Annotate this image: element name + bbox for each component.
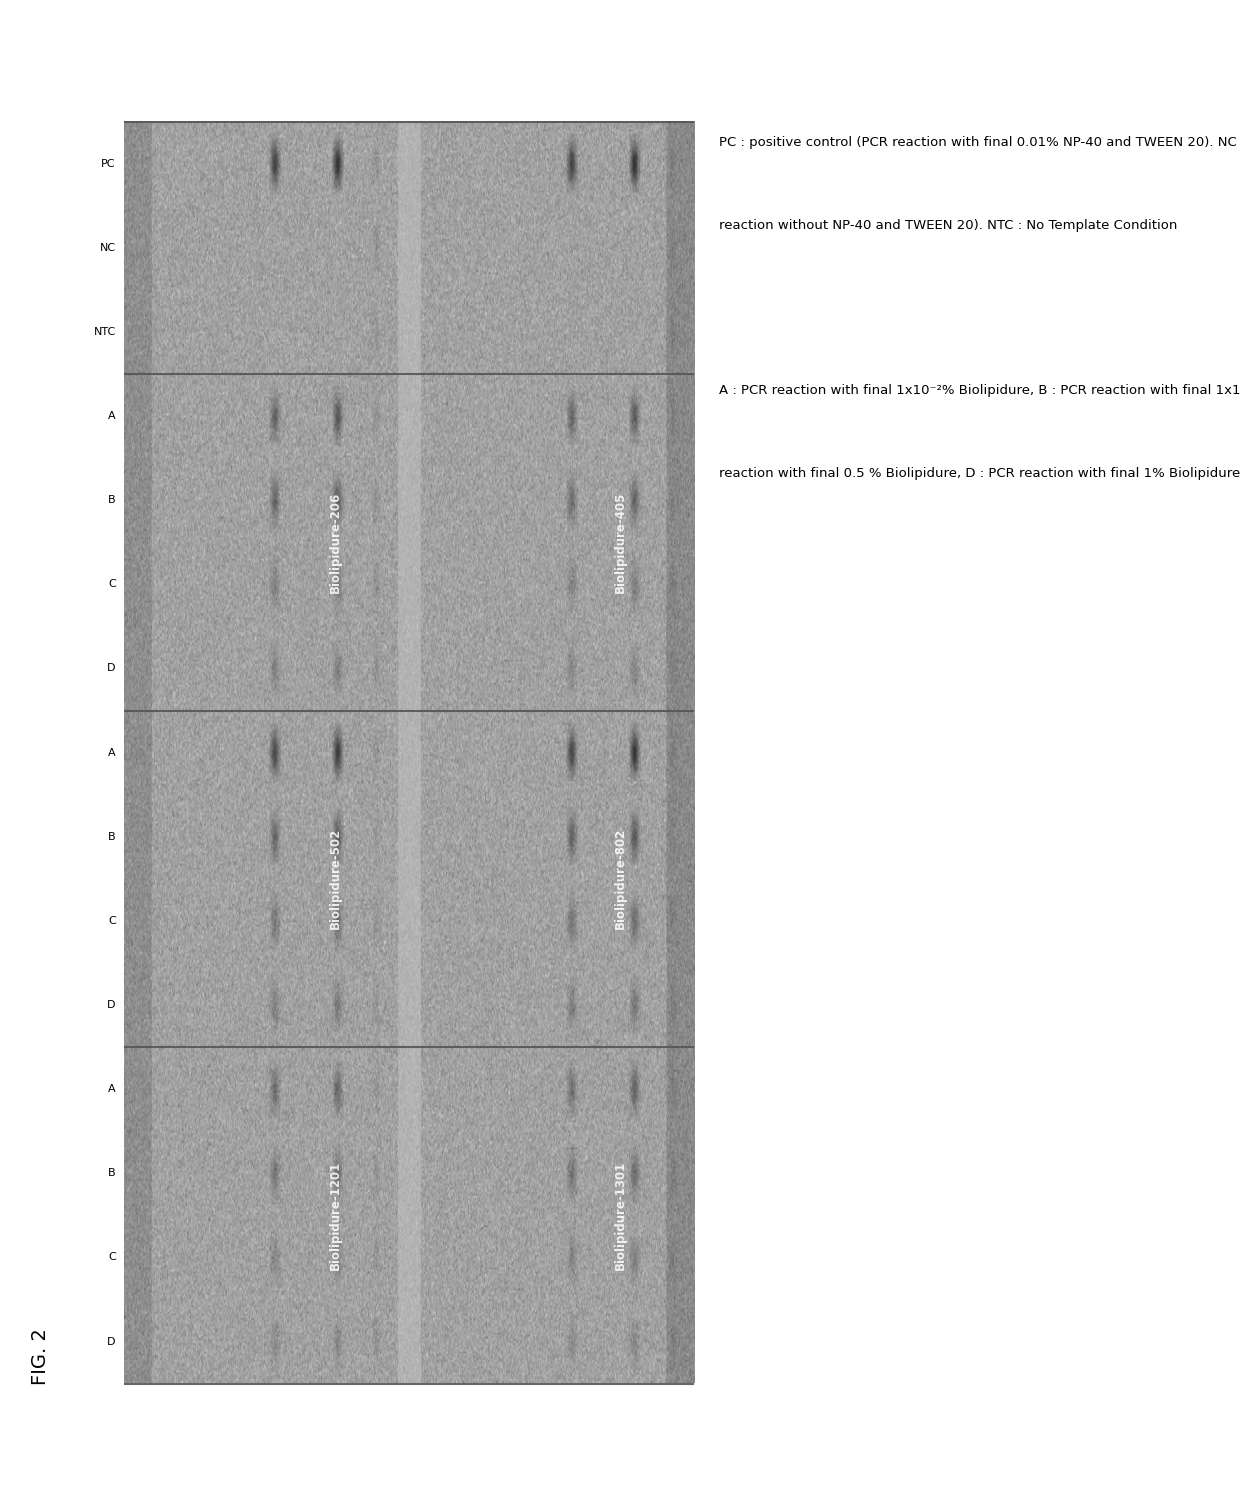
Text: A: A [108, 411, 115, 420]
Text: B: B [108, 1168, 115, 1178]
Text: FIG. 2: FIG. 2 [31, 1328, 50, 1385]
Text: D: D [108, 663, 115, 674]
Text: C: C [108, 579, 115, 589]
Text: A: A [108, 1084, 115, 1094]
Text: C: C [108, 916, 115, 925]
Text: Biolipidure-206: Biolipidure-206 [329, 491, 342, 592]
Text: Biolipidure-1301: Biolipidure-1301 [614, 1160, 627, 1270]
Text: A : PCR reaction with final 1x10⁻²% Biolipidure, B : PCR reaction with final 1x1: A : PCR reaction with final 1x10⁻²% Biol… [719, 384, 1240, 398]
Text: A: A [108, 747, 115, 758]
Text: NTC: NTC [93, 327, 115, 338]
Text: C: C [108, 1252, 115, 1263]
Text: PC : positive control (PCR reaction with final 0.01% NP-40 and TWEEN 20). NC : n: PC : positive control (PCR reaction with… [719, 136, 1240, 149]
Text: D: D [108, 1001, 115, 1010]
Text: reaction with final 0.5 % Biolipidure, D : PCR reaction with final 1% Biolipidur: reaction with final 0.5 % Biolipidure, D… [719, 467, 1240, 481]
Text: D: D [108, 1337, 115, 1346]
Text: Biolipidure-802: Biolipidure-802 [614, 829, 627, 930]
Text: PC: PC [102, 158, 115, 169]
Text: NC: NC [99, 243, 115, 253]
Text: reaction without NP-40 and TWEEN 20). NTC : No Template Condition: reaction without NP-40 and TWEEN 20). NT… [719, 219, 1178, 232]
Text: B: B [108, 832, 115, 842]
Text: Biolipidure-1201: Biolipidure-1201 [329, 1160, 342, 1270]
Text: B: B [108, 496, 115, 505]
Text: Biolipidure-502: Biolipidure-502 [329, 829, 342, 930]
Text: Biolipidure-405: Biolipidure-405 [614, 491, 627, 592]
